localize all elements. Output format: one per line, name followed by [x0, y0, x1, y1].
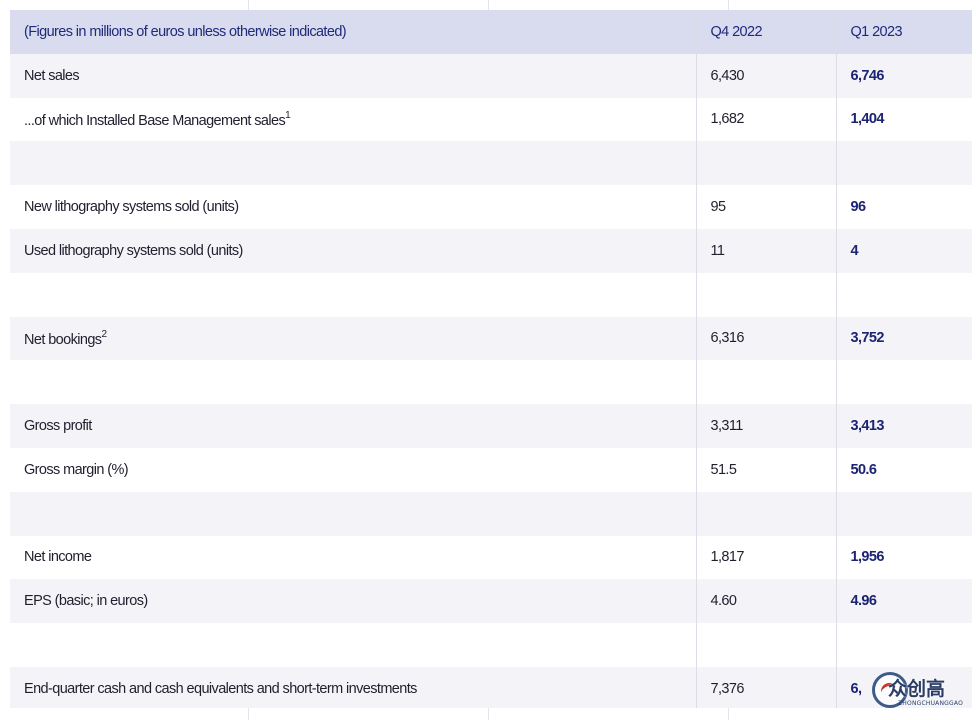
row-label: EPS (basic; in euros)	[10, 579, 697, 624]
value-q4-2022	[696, 141, 837, 186]
value-q4-2022: 3,311	[696, 404, 837, 448]
table-row: Gross profit 3,311 3,413	[10, 404, 972, 448]
row-label: Used lithography systems sold (units)	[10, 228, 697, 273]
header-q1-2023: Q1 2023	[836, 10, 972, 54]
value-q4-2022: 51.5	[696, 447, 837, 492]
value-q4-2022: 7,376	[696, 666, 837, 711]
row-label-text: Net income	[24, 549, 92, 566]
value-q4-2022: 6,430	[696, 53, 837, 98]
value-q4-2022	[696, 360, 837, 405]
row-label: Gross profit	[10, 404, 697, 448]
top-strip	[0, 0, 976, 10]
row-label-text: Gross margin (%)	[24, 461, 129, 478]
top-strip-divider	[488, 0, 489, 10]
row-label: End-quarter cash and cash equivalents an…	[10, 666, 697, 711]
value-q4-2022: 4.60	[696, 579, 837, 624]
footnote-marker: 1	[285, 109, 291, 121]
value-q1-2023: 4	[836, 228, 972, 273]
watermark-logo: 众创高 ZHONGCHUANGGAO	[872, 668, 968, 714]
header-q4-2022: Q4 2022	[696, 10, 837, 54]
financial-summary-table: (Figures in millions of euros unless oth…	[10, 10, 972, 711]
bottom-strip-divider	[728, 708, 729, 720]
row-label: Gross margin (%)	[10, 447, 697, 492]
row-label: ...of which Installed Base Management sa…	[10, 97, 697, 142]
row-label-text: EPS (basic; in euros)	[24, 593, 148, 610]
value-q1-2023: 1,956	[836, 535, 972, 580]
table-header-row: (Figures in millions of euros unless oth…	[10, 10, 972, 54]
value-q1-2023: 4.96	[836, 579, 972, 624]
table-row: ...of which Installed Base Management sa…	[10, 97, 972, 142]
row-label-text: ...of which Installed Base Management sa…	[24, 112, 286, 129]
row-label: New lithography systems sold (units)	[10, 185, 697, 229]
row-label-text: End-quarter cash and cash equivalents an…	[24, 680, 417, 697]
row-label-text: Net sales	[24, 67, 80, 84]
table-row: Net income 1,817 1,956	[10, 535, 972, 580]
value-q1-2023: 6,746	[836, 53, 972, 98]
row-label	[10, 360, 697, 405]
value-q1-2023	[836, 623, 972, 667]
table-spacer-row	[10, 491, 972, 536]
row-label	[10, 623, 697, 667]
watermark-text: 众创高	[888, 678, 946, 700]
row-label-text: New lithography systems sold (units)	[24, 199, 239, 216]
table-row: New lithography systems sold (units) 95 96	[10, 185, 972, 229]
table-spacer-row	[10, 272, 972, 317]
value-q4-2022: 95	[696, 185, 837, 229]
watermark-ring-icon	[872, 672, 908, 708]
value-q4-2022: 1,682	[696, 97, 837, 142]
header-label: (Figures in millions of euros unless oth…	[10, 10, 697, 54]
table-spacer-row	[10, 360, 972, 405]
value-q4-2022: 11	[696, 228, 837, 273]
row-label: Net sales	[10, 53, 697, 98]
value-q4-2022	[696, 272, 837, 317]
top-strip-divider	[248, 0, 249, 10]
row-label: Net bookings2	[10, 316, 697, 361]
row-label: Net income	[10, 535, 697, 580]
table-row: EPS (basic; in euros) 4.60 4.96	[10, 579, 972, 624]
top-strip-divider	[728, 0, 729, 10]
value-q1-2023: 3,413	[836, 404, 972, 448]
value-q1-2023: 50.6	[836, 447, 972, 492]
watermark-pinyin: ZHONGCHUANGGAO	[898, 700, 963, 707]
value-q4-2022: 1,817	[696, 535, 837, 580]
table-row: End-quarter cash and cash equivalents an…	[10, 666, 972, 711]
table-spacer-row	[10, 141, 972, 186]
value-q1-2023	[836, 272, 972, 317]
table-row: Used lithography systems sold (units) 11 4	[10, 228, 972, 273]
table-row: Gross margin (%) 51.5 50.6	[10, 447, 972, 492]
value-q4-2022: 6,316	[696, 316, 837, 361]
row-label	[10, 141, 697, 186]
bottom-strip	[0, 708, 976, 720]
value-q4-2022	[696, 623, 837, 667]
footnote-marker: 2	[101, 328, 107, 340]
value-q1-2023: 3,752	[836, 316, 972, 361]
value-q1-2023: 1,404	[836, 97, 972, 142]
table-row: Net bookings2 6,316 3,752	[10, 316, 972, 361]
table-row: Net sales 6,430 6,746	[10, 53, 972, 98]
table-spacer-row	[10, 623, 972, 667]
bottom-strip-divider	[488, 708, 489, 720]
value-q1-2023	[836, 491, 972, 536]
row-label	[10, 491, 697, 536]
row-label-text: Gross profit	[24, 418, 92, 435]
value-q1-2023	[836, 360, 972, 405]
row-label-text: Net bookings	[24, 331, 102, 348]
value-q4-2022	[696, 491, 837, 536]
bottom-strip-divider	[248, 708, 249, 720]
row-label-text: Used lithography systems sold (units)	[24, 242, 243, 259]
value-q1-2023: 96	[836, 185, 972, 229]
value-q1-2023	[836, 141, 972, 186]
row-label	[10, 272, 697, 317]
